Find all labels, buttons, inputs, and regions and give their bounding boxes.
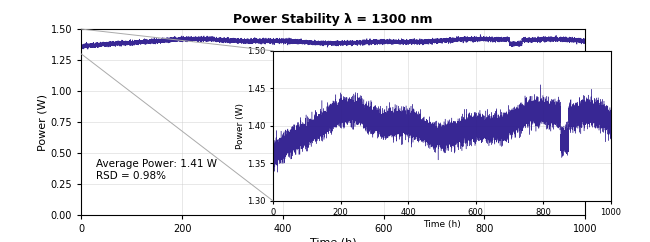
X-axis label: Time (h): Time (h) — [310, 237, 356, 242]
Title: Power Stability λ = 1300 nm: Power Stability λ = 1300 nm — [233, 14, 433, 26]
Y-axis label: Power (W): Power (W) — [38, 94, 48, 151]
X-axis label: Time (h): Time (h) — [423, 220, 461, 229]
Y-axis label: Power (W): Power (W) — [237, 103, 246, 149]
Text: Average Power: 1.41 W
RSD = 0.98%: Average Power: 1.41 W RSD = 0.98% — [96, 159, 217, 181]
